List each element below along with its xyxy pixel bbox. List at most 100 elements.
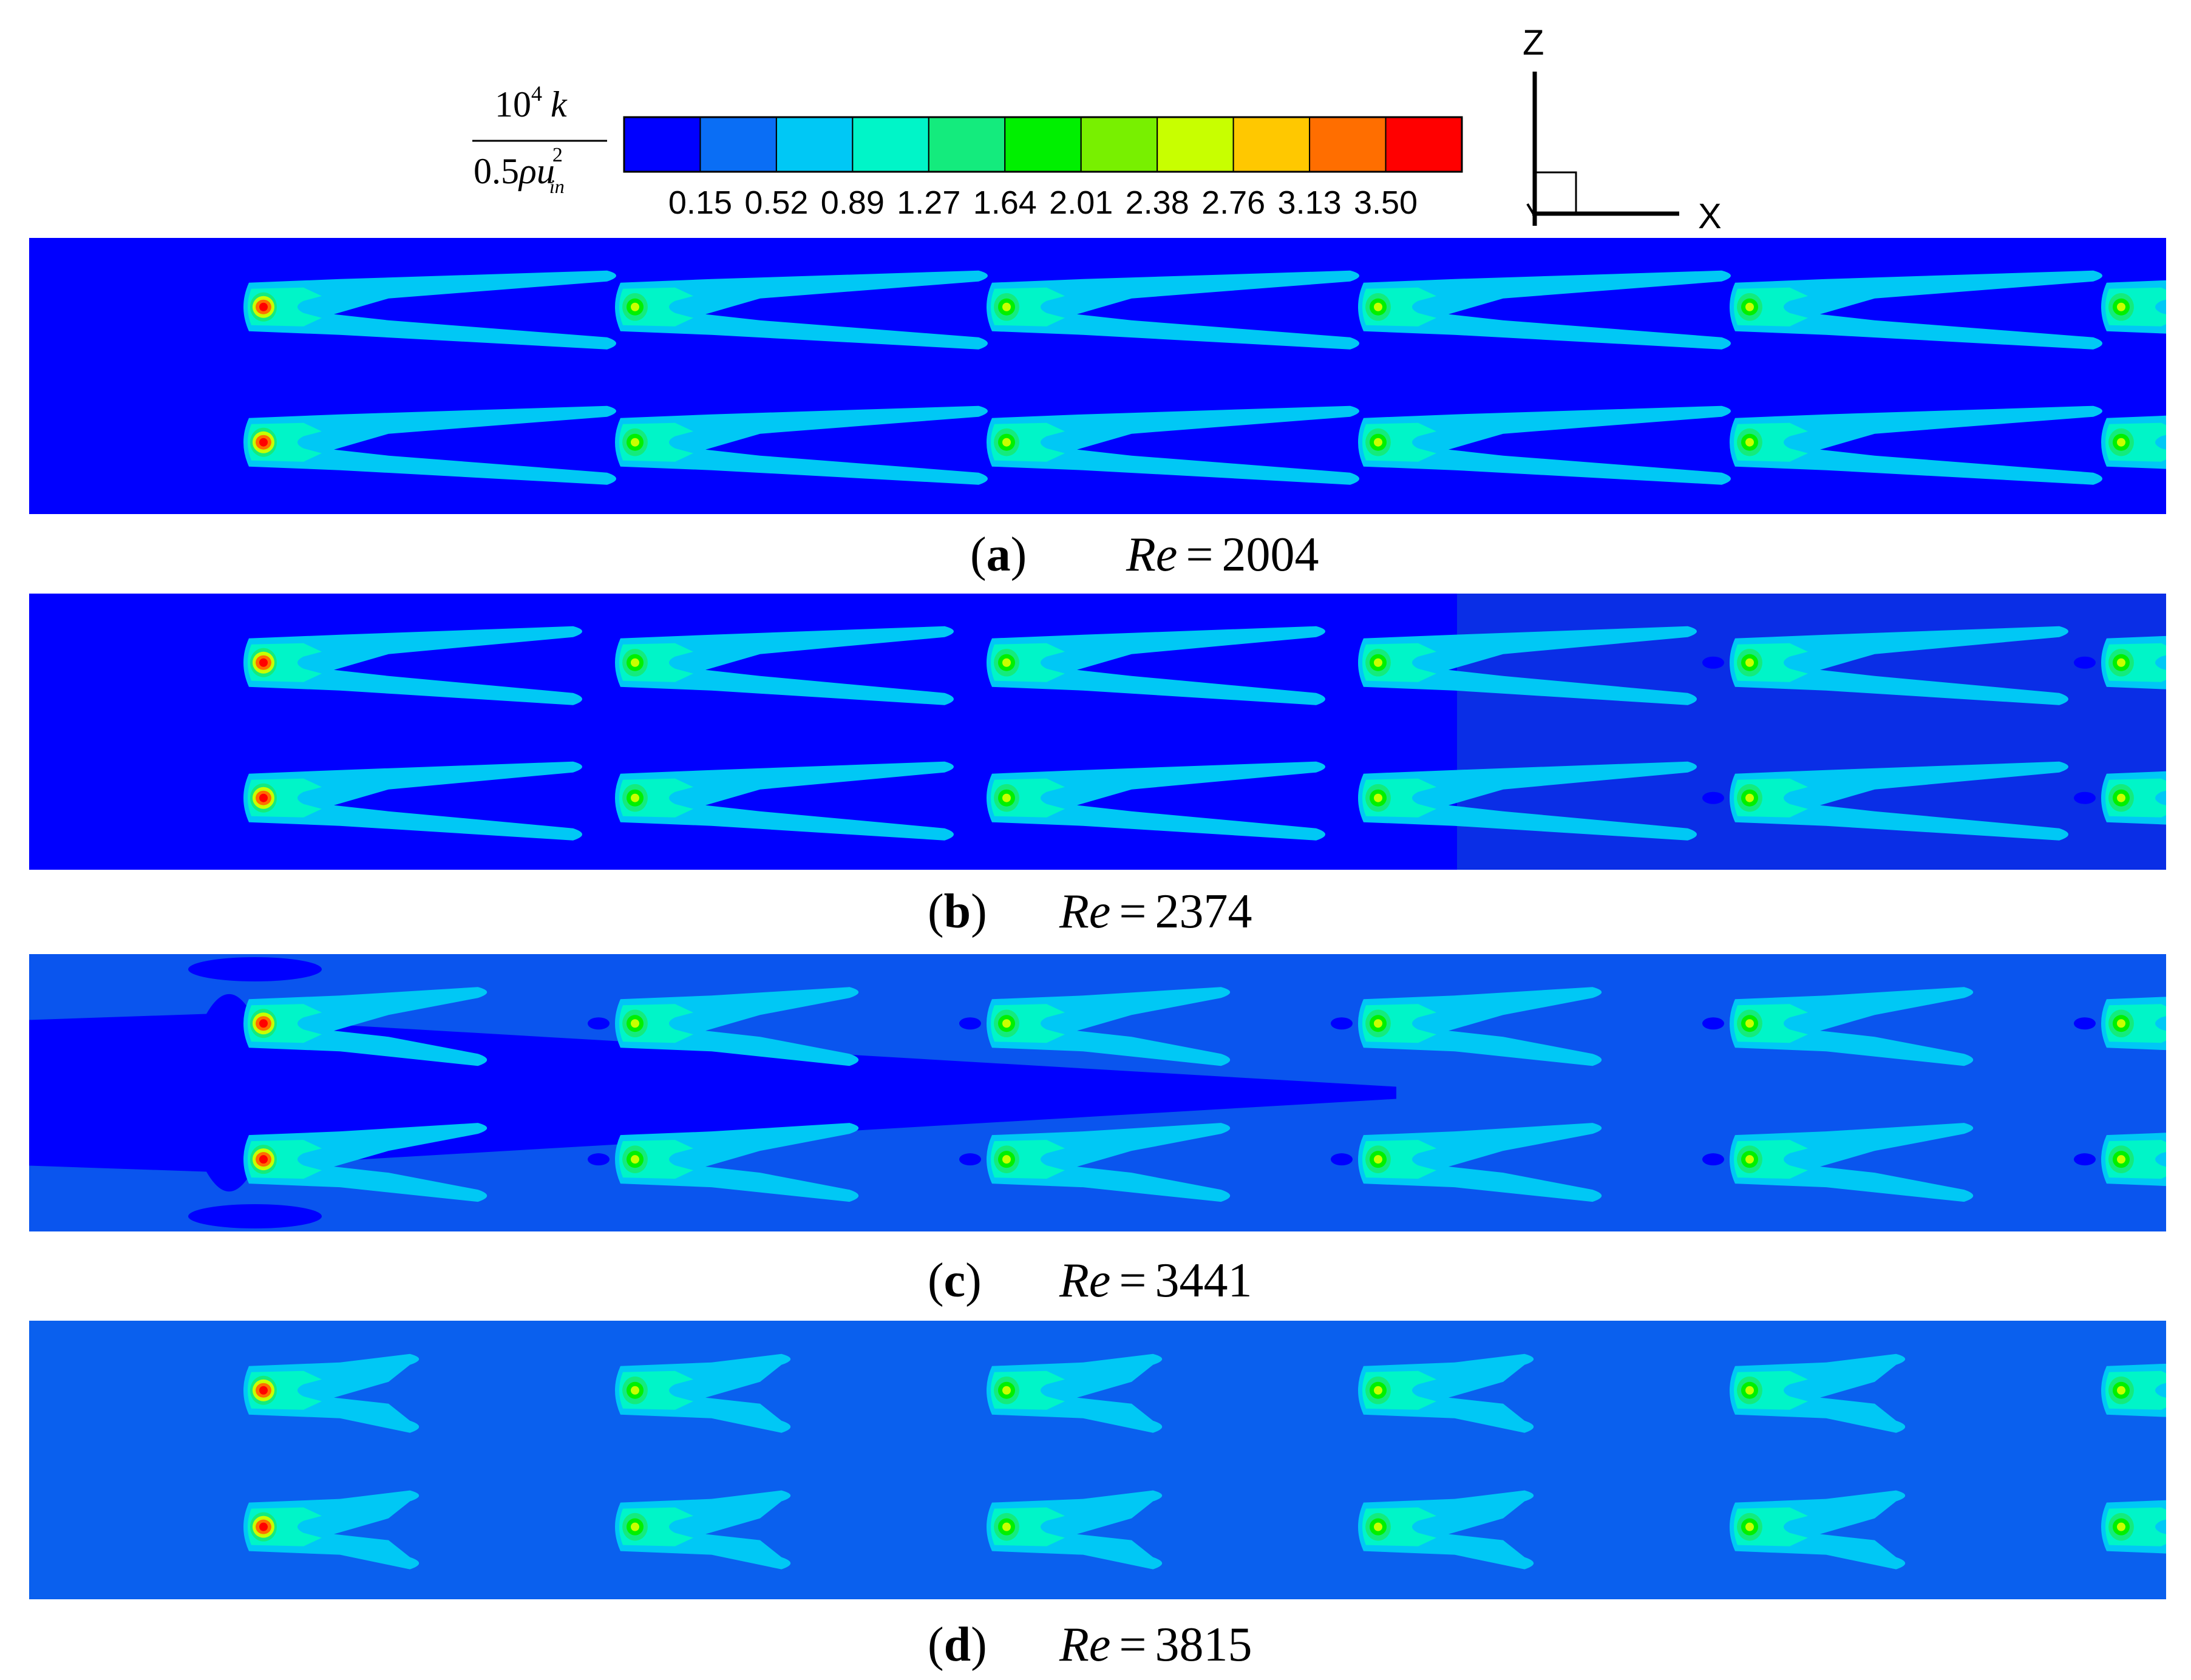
wake-streak	[243, 1490, 420, 1570]
caption-c-re: Re	[1059, 1254, 1110, 1307]
source-peak	[1002, 793, 1011, 802]
svg-text:(c): (c)	[928, 1254, 982, 1307]
wake-streak	[2074, 771, 2166, 825]
wake-streak	[2101, 1363, 2166, 1417]
x-axis-label: X	[1698, 197, 1722, 236]
panel-b	[29, 594, 2166, 870]
wake-streak	[1331, 405, 1731, 485]
source-peak	[259, 1019, 268, 1028]
source-peak	[1745, 793, 1754, 802]
caption-c: (c) Re = 3441	[928, 1254, 1252, 1307]
upstream-wedge	[1331, 1153, 1353, 1166]
wake-streak	[987, 1353, 1163, 1433]
source-peak	[631, 302, 639, 311]
colorbar-swatch	[1080, 117, 1158, 172]
upstream-wedge	[959, 300, 981, 313]
wake-streak	[959, 626, 1325, 705]
wake-streak	[1702, 987, 1974, 1066]
wake-envelope	[243, 270, 616, 350]
upstream-wedge	[588, 436, 610, 449]
upstream-wedge	[959, 656, 981, 669]
wake-streak	[588, 270, 988, 350]
svg-text:(b): (b)	[928, 885, 987, 938]
caption-d-letter: d	[944, 1618, 971, 1672]
wake-envelope	[1358, 761, 1697, 841]
colorbar-swatch	[699, 117, 777, 172]
low-k-region	[188, 1204, 322, 1228]
svg-text:Re=2004: Re = 2004	[1126, 528, 1319, 581]
wake-streak	[588, 626, 954, 705]
colorbar-swatch	[1309, 117, 1387, 172]
wake-streak	[1730, 1353, 1906, 1433]
colorbar-tick-label: 0.15	[668, 185, 732, 221]
upstream-wedge	[1702, 791, 1724, 804]
source-peak	[2117, 302, 2125, 311]
wake-streak	[959, 405, 1359, 485]
caption-d: (d) Re = 3815	[928, 1618, 1252, 1672]
source-peak	[1745, 1386, 1754, 1395]
panel-d	[29, 1321, 2166, 1599]
colorbar-tick-label: 0.52	[744, 185, 808, 221]
upstream-wedge	[2074, 1017, 2096, 1030]
wake-envelope	[243, 405, 616, 485]
upstream-wedge	[959, 791, 981, 804]
colorbar-swatches	[623, 116, 1463, 173]
upstream-wedge	[1331, 791, 1353, 804]
source-peak	[259, 1155, 268, 1164]
source-peak	[1002, 438, 1011, 447]
wake-streak	[243, 987, 487, 1066]
source-peak	[1374, 302, 1382, 311]
colorbar-tick-labels: 0.15 0.52 0.89 1.27 1.64 2.01 2.38 2.76 3.13 3.50	[668, 185, 1418, 221]
source-peak	[1002, 1019, 1011, 1028]
wake-envelope	[987, 270, 1359, 350]
panel-c	[29, 954, 2166, 1231]
svg-text:Re=3815: Re = 3815	[1059, 1618, 1252, 1672]
wake-streak	[615, 1490, 791, 1570]
wake-envelope	[615, 626, 954, 705]
svg-text:Re=3441: Re = 3441	[1059, 1254, 1252, 1307]
wake-envelope	[1358, 405, 1731, 485]
axis-corner-box	[1534, 171, 1577, 214]
source-peak	[631, 793, 639, 802]
source-peak	[259, 793, 268, 802]
wake-streak	[1730, 1490, 1906, 1570]
wake-envelope	[243, 626, 582, 705]
wake-streak	[588, 987, 859, 1066]
wake-envelope	[1730, 405, 2102, 485]
upstream-wedge	[1702, 1153, 1724, 1166]
source-peak	[1374, 1522, 1382, 1531]
source-peak	[1745, 1522, 1754, 1531]
upstream-wedge	[1331, 300, 1353, 313]
wake-streak	[2101, 1500, 2166, 1554]
colorbar-swatch	[928, 117, 1006, 172]
source-peak	[1745, 438, 1754, 447]
source-peak	[631, 1019, 639, 1028]
colorbar-swatch	[1385, 117, 1462, 172]
source-peak	[1002, 302, 1011, 311]
wake-envelope	[987, 626, 1325, 705]
wake-streak	[588, 761, 954, 841]
colorbar-swatch	[1004, 117, 1082, 172]
source-peak	[1374, 1386, 1382, 1395]
wake-streak	[243, 270, 616, 350]
caption-a-value: 2004	[1222, 528, 1319, 581]
axis-y-tick	[1526, 203, 1536, 217]
colorbar-swatch	[775, 117, 854, 172]
caption-a-re: Re	[1126, 528, 1177, 581]
upstream-wedge	[1331, 436, 1353, 449]
legend-numerator: 104 k	[495, 81, 568, 124]
upstream-wedge	[588, 656, 610, 669]
source-peak	[2117, 1155, 2125, 1164]
source-peak	[1745, 658, 1754, 667]
colorbar-tick-label: 2.38	[1126, 185, 1189, 221]
z-axis-label: Z	[1523, 23, 1544, 63]
source-peak	[1002, 1386, 1011, 1395]
source-peak	[2117, 658, 2125, 667]
upstream-wedge	[588, 1017, 610, 1030]
legend-denominator: 0.5ρu2 in	[474, 144, 565, 197]
source-peak	[1002, 1522, 1011, 1531]
wake-streak	[1702, 1123, 1974, 1202]
wake-streak	[959, 270, 1359, 350]
wake-streak	[243, 761, 582, 841]
svg-text:(a): (a)	[970, 528, 1027, 581]
